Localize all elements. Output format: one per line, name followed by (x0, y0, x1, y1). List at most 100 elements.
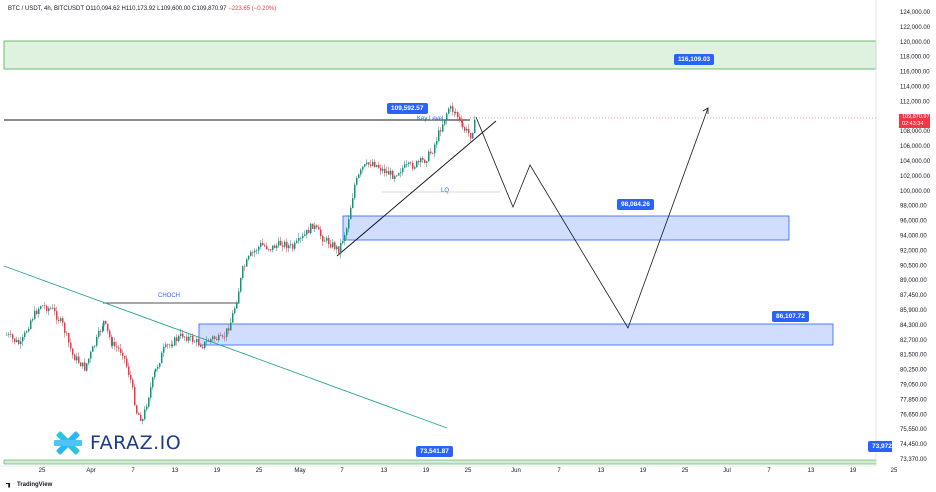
lq-label: LQ (441, 188, 450, 194)
price-tick-label: 74,450.00 (900, 442, 927, 448)
candle-body (330, 244, 332, 248)
candle-body (448, 108, 450, 114)
candle-body (163, 347, 165, 353)
price-tick-label: 124,000.00 (900, 10, 931, 16)
candle-body (194, 341, 196, 343)
candle-body (103, 320, 105, 327)
candle-body (336, 246, 338, 250)
candle-body (130, 375, 132, 380)
candle-body (322, 235, 324, 242)
last-price-value: 109,870.97 (902, 114, 930, 120)
bottom-price-badge-right: 73,972 (868, 441, 892, 452)
candle-body (440, 130, 442, 132)
candle-body (400, 172, 402, 174)
candle-body (350, 207, 352, 220)
candle-body (116, 346, 118, 348)
candle-body (52, 307, 54, 309)
symbol-label[interactable]: BTC / USDT, 4h, BITCUSDT (8, 6, 84, 12)
candle-body (36, 310, 38, 315)
candle-body (204, 341, 206, 349)
candle-body (404, 164, 406, 168)
candle-body (424, 159, 426, 163)
price-tick-label: 120,000.00 (900, 40, 931, 46)
candle-body (132, 379, 134, 388)
time-tick-label: Apr (86, 468, 95, 474)
time-tick-label: 25 (891, 468, 898, 474)
candle-body (226, 328, 228, 337)
candle-body (432, 153, 434, 154)
time-tick-label: 13 (381, 468, 388, 474)
candle-body (50, 308, 52, 309)
candle-body (122, 352, 124, 356)
candle-body (216, 338, 218, 341)
candle-body (68, 333, 70, 343)
candle-body (206, 340, 208, 342)
candle-body (308, 229, 310, 234)
candle-body (128, 366, 130, 376)
candle-body (192, 335, 194, 342)
candle-body (6, 334, 8, 336)
candle-body (254, 250, 256, 253)
time-tick-label: 25 (256, 468, 263, 474)
candle-body (14, 338, 16, 342)
candle-body (94, 345, 96, 347)
candle-body (276, 245, 278, 249)
candle-body (165, 344, 167, 348)
candle-body (294, 242, 296, 249)
candle-body (434, 144, 436, 154)
projection-arrowhead (702, 107, 709, 114)
candle-body (134, 387, 136, 406)
candle-body (198, 339, 200, 346)
candle-body (190, 335, 192, 337)
candle-body (144, 409, 146, 420)
candle-body (250, 251, 252, 256)
candle-body (30, 320, 32, 329)
candle-body (270, 249, 272, 251)
ohlc-low: L109,600.00 (157, 6, 191, 12)
candle-body (324, 240, 326, 242)
candle-body (470, 133, 472, 139)
candle-body (426, 161, 428, 163)
candle-body (438, 130, 440, 142)
candle-body (461, 119, 463, 123)
tradingview-logo[interactable]: TradingView (6, 482, 52, 488)
candle-body (459, 117, 461, 120)
candle-body (282, 245, 284, 247)
candle-body (172, 345, 174, 347)
candle-body (234, 308, 236, 314)
candle-body (306, 229, 308, 235)
last-price-countdown: 02:43:34 (902, 120, 924, 127)
candle-body (230, 322, 232, 331)
candle-body (56, 311, 58, 320)
candle-body (436, 141, 438, 145)
candle-body (8, 334, 10, 335)
candle-body (200, 345, 202, 347)
candle-body (286, 241, 288, 249)
candle-body (114, 341, 116, 347)
price-tick-label: 85,900.00 (900, 308, 927, 314)
price-tick-label: 116,000.00 (900, 70, 930, 76)
time-tick-label: 13 (808, 468, 815, 474)
faraz-logo-text: FARAZ.IO (90, 432, 182, 454)
ohlc-high: H110,173.92 (121, 6, 156, 12)
candle-body (428, 151, 430, 162)
candle-body (214, 336, 216, 339)
candle-body (356, 177, 358, 185)
demand-zone-low (198, 323, 834, 346)
price-tick-label: 92,000.00 (900, 248, 927, 254)
candle-body (390, 170, 392, 175)
price-tick-label: 102,000.00 (900, 174, 931, 180)
price-tick-label: 122,000.00 (900, 25, 931, 31)
price-tick-label: 81,500.00 (900, 353, 927, 359)
time-tick-label: 19 (850, 468, 857, 474)
candle-body (169, 344, 171, 346)
candle-body (314, 225, 316, 229)
candle-body (304, 234, 306, 236)
candle-body (174, 337, 176, 346)
candle-body (358, 174, 360, 178)
candle-body (368, 162, 370, 165)
candle-body (420, 158, 422, 163)
candle-body (354, 184, 356, 199)
time-tick-label: 25 (465, 468, 472, 474)
